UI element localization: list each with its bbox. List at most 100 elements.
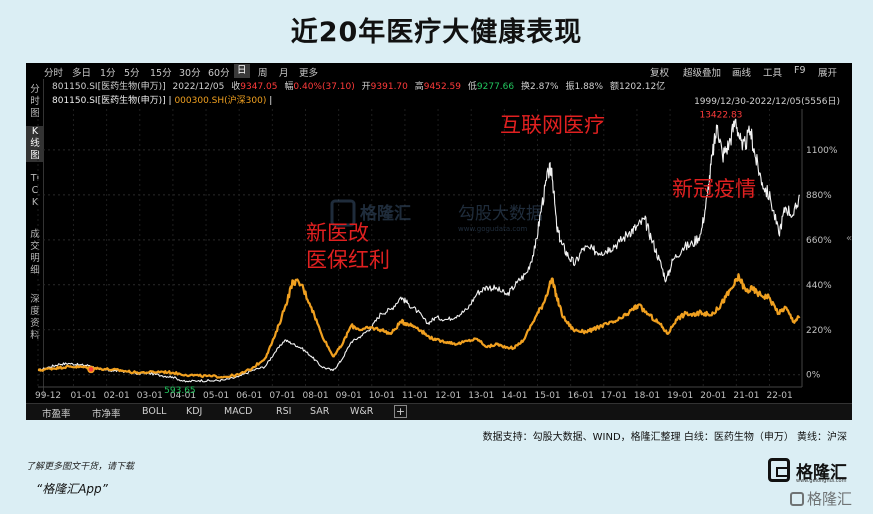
- tab-week[interactable]: 周: [258, 68, 268, 79]
- tab-1min[interactable]: 1分: [100, 68, 116, 79]
- watermark-gegu-text: 勾股大数据: [458, 204, 543, 224]
- quote-low-label: 低: [467, 82, 477, 92]
- date-range: 1999/12/30-2022/12/05(5556日): [694, 97, 840, 107]
- legend-separator-tail: |: [269, 96, 273, 106]
- quote-high-label: 高: [414, 82, 424, 92]
- series-line-csi300: [38, 273, 801, 379]
- quote-open: 9391.70: [370, 82, 408, 92]
- brand-logo-icon: [768, 458, 790, 482]
- tab-5min[interactable]: 5分: [124, 68, 140, 79]
- y-tick-label: 660%: [806, 236, 832, 246]
- tools-button[interactable]: 工具: [763, 68, 783, 79]
- quote-amount-label: 额: [609, 82, 619, 92]
- price-chart: 1100% 880% 660% 440% 220% 0% 99-12 01-01 02-01 03…: [35, 109, 838, 401]
- quote-amount: 1202.12亿: [618, 82, 666, 92]
- watermark-logo-text: 格隆汇: [360, 203, 411, 224]
- min-value-label: 593.65: [164, 386, 196, 396]
- sidebar-item-trades[interactable]: 成交明细: [26, 229, 44, 277]
- x-tick-label: 10-01: [369, 391, 395, 401]
- quote-close: 9347.05: [240, 82, 278, 92]
- x-tick-label: 12-01: [435, 391, 461, 401]
- legend-line: 801150.SI[医药生物(申万)] | 000300.SH(沪深300) |: [52, 93, 852, 107]
- overlay-button[interactable]: 超级叠加: [683, 68, 722, 79]
- legend-main-series[interactable]: 801150.SI[医药生物(申万)]: [52, 96, 166, 106]
- tab-intraday[interactable]: 分时: [44, 68, 64, 79]
- tab-15min[interactable]: 15分: [150, 68, 172, 79]
- quote-change: 0.40%(37.10): [293, 82, 355, 92]
- f9-button[interactable]: F9: [794, 65, 806, 76]
- grid: 1100% 880% 660% 440% 220% 0% 99-12 01-01 02-01 03…: [35, 109, 838, 401]
- tab-60min[interactable]: 60分: [208, 68, 230, 79]
- view-sidebar: 分时图 K线图 TICK 成交明细 深度资料: [26, 79, 44, 397]
- tab-boll[interactable]: BOLL: [142, 406, 167, 417]
- sidebar-item-tick[interactable]: TICK: [26, 173, 44, 209]
- watermark: 格隆汇 勾股大数据 www.gogudata.com: [330, 199, 543, 233]
- app-name: “格隆汇App”: [36, 482, 108, 496]
- x-tick-label: 20-01: [700, 391, 726, 401]
- chart-panel: 分时 多日 1分 5分 15分 30分 60分 日 周 月 更多 复权 超级叠加…: [26, 63, 852, 420]
- x-tick-label: 19-01: [667, 391, 693, 401]
- tab-day[interactable]: 日: [234, 64, 250, 78]
- sidebar-item-depth[interactable]: 深度资料: [26, 294, 44, 342]
- quote-turnover-label: 换: [520, 82, 530, 92]
- tab-30min[interactable]: 30分: [179, 68, 201, 79]
- x-tick-label: 17-01: [601, 391, 627, 401]
- x-tick-label: 05-01: [203, 391, 229, 401]
- legend-separator: |: [168, 96, 172, 106]
- annotation-insurance: 医保红利: [306, 248, 390, 272]
- x-tick-label: 01-01: [70, 391, 96, 401]
- x-tick-label: 15-01: [535, 391, 561, 401]
- x-tick-label: 03-01: [137, 391, 163, 401]
- corner-watermark-icon: [790, 492, 804, 506]
- tab-wr[interactable]: W&R: [350, 406, 374, 417]
- tab-month[interactable]: 月: [279, 68, 289, 79]
- y-tick-label: 1100%: [806, 146, 838, 156]
- annotation-reform: 新医改: [306, 221, 369, 245]
- x-tick-label: 21-01: [733, 391, 759, 401]
- quote-code-name: 801150.SI[医药生物(申万)]: [52, 82, 166, 92]
- x-tick-label: 22-01: [767, 391, 793, 401]
- y-tick-label: 880%: [806, 191, 832, 201]
- tab-multiday[interactable]: 多日: [72, 68, 92, 79]
- add-indicator-icon[interactable]: +: [394, 405, 407, 418]
- download-note: 了解更多图文干货，请下载: [26, 462, 135, 472]
- sidebar-item-label: TICK: [30, 173, 40, 208]
- series-line-pharma: [38, 118, 801, 383]
- brand-url: www.gelonghui.com: [796, 478, 847, 484]
- annotation-internet-healthcare: 互联网医疗: [500, 113, 605, 137]
- x-tick-label: 16-01: [568, 391, 594, 401]
- expand-button[interactable]: 展开: [818, 68, 838, 79]
- y-tick-label: 220%: [806, 326, 832, 336]
- annotations: 新医改 医保红利 互联网医疗 新冠疫情: [306, 113, 756, 272]
- x-tick-label: 04-01: [170, 391, 196, 401]
- indicator-tabs: 市盈率 市净率 BOLL KDJ MACD RSI SAR W&R +: [26, 403, 852, 420]
- sidebar-item-label: 分时图: [30, 84, 40, 119]
- tab-sar[interactable]: SAR: [310, 406, 330, 417]
- quote-high: 9452.59: [423, 82, 461, 92]
- series-layer: [38, 118, 801, 383]
- quote-open-label: 开: [361, 82, 371, 92]
- y-tick-label: 440%: [806, 281, 832, 291]
- brand-logo: 格隆汇 www.gelonghui.com: [768, 458, 858, 488]
- brand-name: 格隆汇: [796, 463, 847, 483]
- quote-turnover: 2.87%: [530, 82, 559, 92]
- watermark-gegu-url: www.gogudata.com: [458, 225, 527, 233]
- tab-rsi[interactable]: RSI: [276, 406, 292, 417]
- quote-bar: 801150.SI[医药生物(申万)] 2022/12/05 收9347.05 …: [52, 79, 852, 93]
- sidebar-item-kline[interactable]: K线图: [26, 126, 44, 162]
- quote-change-label: 幅: [284, 82, 294, 92]
- tab-more[interactable]: 更多: [299, 68, 319, 79]
- x-tick-label: 08-01: [302, 391, 328, 401]
- adjust-button[interactable]: 复权: [650, 68, 670, 79]
- collapse-arrow-icon[interactable]: «: [846, 233, 852, 244]
- tab-macd[interactable]: MACD: [224, 406, 253, 417]
- data-source-note: 数据支持：勾股大数据、WIND，格隆汇整理 白线：医药生物（申万） 黄线：沪深: [482, 432, 847, 443]
- sidebar-item-intraday[interactable]: 分时图: [26, 84, 44, 120]
- x-tick-label: 11-01: [402, 391, 428, 401]
- legend-overlay-series[interactable]: 000300.SH(沪深300): [174, 96, 267, 106]
- x-tick-label: 13-01: [468, 391, 494, 401]
- draw-line-button[interactable]: 画线: [732, 68, 752, 79]
- tab-pb[interactable]: 市净率: [92, 409, 121, 420]
- tab-pe[interactable]: 市盈率: [42, 409, 71, 420]
- tab-kdj[interactable]: KDJ: [186, 406, 203, 417]
